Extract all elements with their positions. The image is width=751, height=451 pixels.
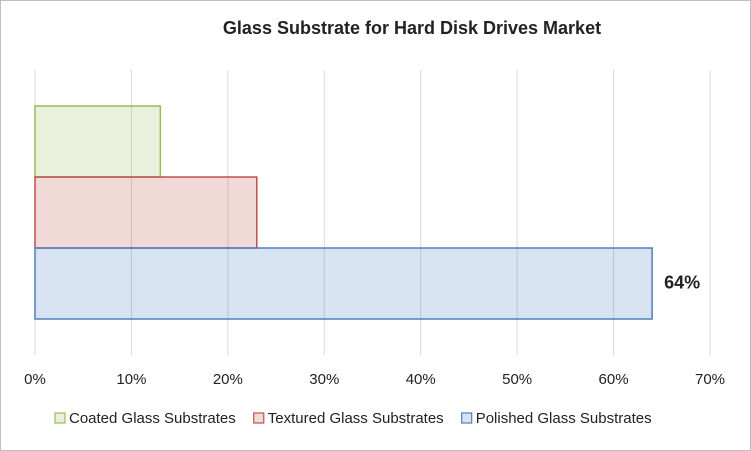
x-tick-label: 30% — [309, 371, 339, 388]
legend-swatch — [253, 412, 265, 424]
x-tick-label: 20% — [213, 371, 243, 388]
bar — [34, 176, 258, 249]
x-tick-label: 0% — [24, 371, 46, 388]
x-tick-label: 60% — [599, 371, 629, 388]
x-tick-label: 70% — [695, 371, 725, 388]
data-label: 64% — [664, 272, 700, 292]
bar — [34, 105, 162, 178]
legend-swatch — [461, 412, 473, 424]
chart-title: Glass Substrate for Hard Disk Drives Mar… — [223, 18, 601, 38]
x-tick-label: 40% — [406, 371, 436, 388]
legend-label: Polished Glass Substrates — [476, 410, 652, 427]
legend-label: Coated Glass Substrates — [69, 410, 236, 427]
x-tick-label: 10% — [116, 371, 146, 388]
legend-label: Textured Glass Substrates — [268, 410, 444, 427]
x-tick-label: 50% — [502, 371, 532, 388]
legend-swatch — [54, 412, 66, 424]
bar — [34, 247, 653, 320]
